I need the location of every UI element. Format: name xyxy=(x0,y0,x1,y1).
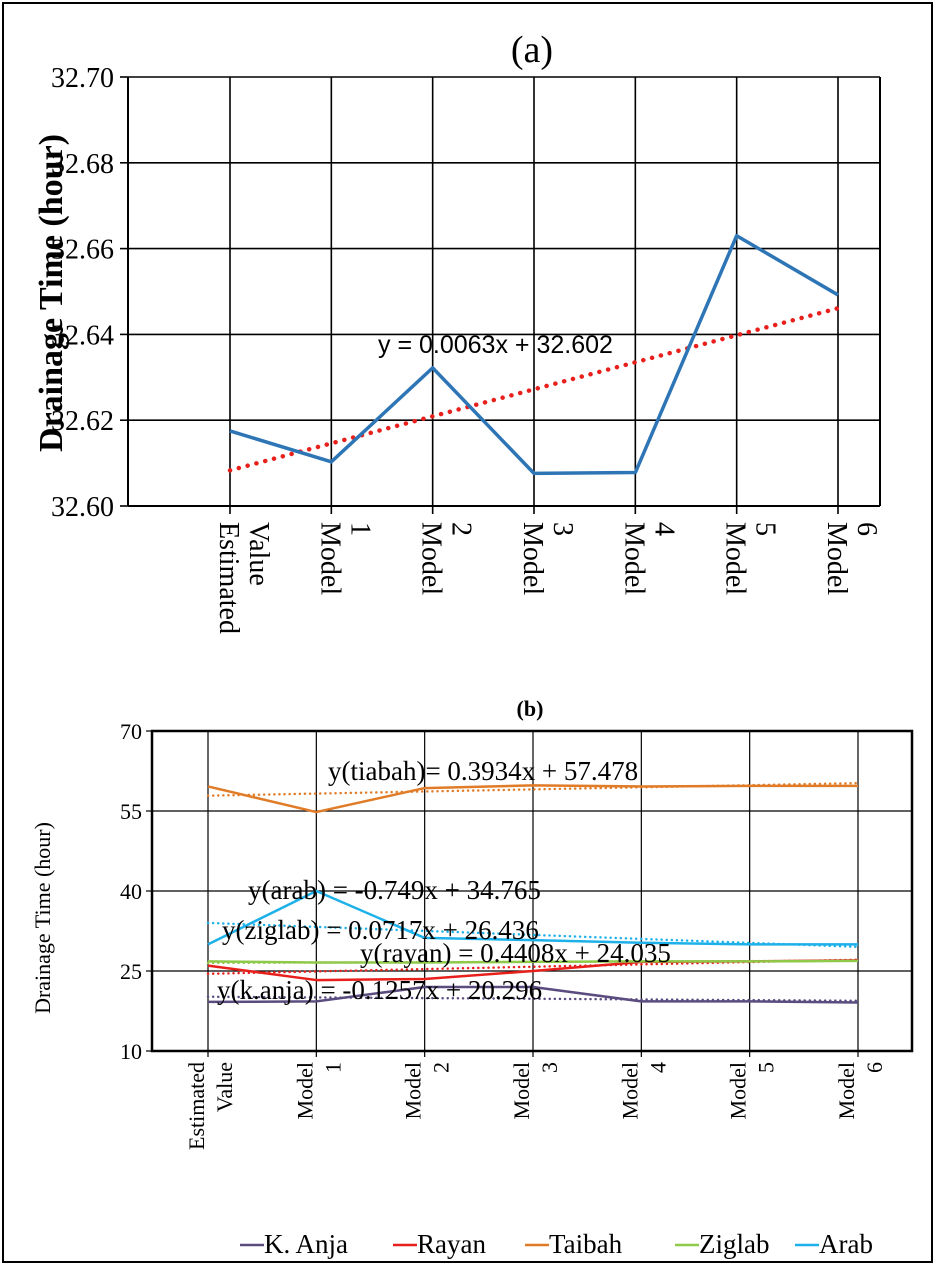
chart-b-x-tick-line: 5 xyxy=(754,1062,779,1073)
chart-a-x-tick-line: 4 xyxy=(648,522,679,536)
chart-b-legend-label: Rayan xyxy=(417,1229,486,1259)
chart-a-x-tick-line: 2 xyxy=(446,522,477,536)
chart-b-x-tick-line: Model xyxy=(834,1062,859,1119)
chart-b-x-tick-label: Model 1 xyxy=(292,1062,345,1119)
chart-b-x-tick-line: Model xyxy=(509,1062,534,1119)
chart-b-x-tick-label: Estimated Value xyxy=(184,1062,237,1150)
chart-a-x-tick-line: Model xyxy=(618,522,649,595)
chart-b-y-ticks: 10 25 40 55 70 xyxy=(120,719,142,1064)
chart-a-x-tick-label: Model 3 xyxy=(517,522,578,595)
chart-a-y-tick-label: 32.60 xyxy=(51,492,114,523)
chart-a-y-ticks: 32.60 32.62 32.64 32.66 32.68 32.70 xyxy=(51,63,114,523)
chart-a-x-ticks: Estimated Value Model 1 Model 2 Model 3 Model 4 Mo… xyxy=(213,522,882,634)
chart-b-x-tick-label: Model 3 xyxy=(509,1062,562,1119)
chart-a-title: (a) xyxy=(511,29,553,71)
chart-a-x-tick-label: Model 1 xyxy=(314,522,375,595)
chart-b-x-tick-line: Value xyxy=(212,1062,237,1112)
chart-b-y-tick-label: 70 xyxy=(120,719,142,744)
chart-b-x-tick-line: 6 xyxy=(862,1062,887,1073)
chart-a-x-tick-line: 1 xyxy=(344,522,375,536)
chart-a-x-tick-line: Model xyxy=(416,522,447,595)
chart-a-y-tick-label: 32.70 xyxy=(51,63,114,94)
chart-a-y-tick-label: 32.66 xyxy=(51,235,114,266)
chart-b-legend: K. Anja Rayan Taibah Ziglab Arab xyxy=(240,1229,873,1259)
chart-b-x-tick-line: Estimated xyxy=(184,1062,209,1150)
chart-a-series xyxy=(227,233,841,476)
chart-b-x-tick-line: 4 xyxy=(645,1062,670,1073)
chart-b-title: (b) xyxy=(517,696,544,721)
chart-a-x-tick-line: 3 xyxy=(547,522,578,536)
chart-b-trendline-equation: y(k.anja) = -0.1257x + 20.296 xyxy=(217,975,542,1005)
chart-a-y-axis-label: Drainage Time (hour) xyxy=(33,134,70,452)
chart-b-y-tick-label: 25 xyxy=(120,959,142,984)
chart-a-x-tick-label: Estimated Value xyxy=(213,522,274,634)
chart-b-trendline xyxy=(206,921,860,949)
chart-a: (a) Drainage Time (hour) 32.60 32.62 32.64… xyxy=(33,29,882,634)
chart-a-x-tick-line: Model xyxy=(517,522,548,595)
chart-b-x-tick-label: Model 6 xyxy=(834,1062,887,1119)
chart-b-x-tick-line: Model xyxy=(617,1062,642,1119)
chart-b-x-tick-label: Model 5 xyxy=(726,1062,779,1119)
chart-a-x-tick-line: 6 xyxy=(851,522,882,536)
chart-b-trendline-equation: y(arab) = -0.749x + 34.765 xyxy=(248,875,541,905)
chart-b-legend-label: Ziglab xyxy=(699,1229,769,1259)
chart-b-x-tick-line: 1 xyxy=(320,1062,345,1073)
chart-a-x-tick-line: Model xyxy=(720,522,751,595)
chart-b-x-tick-line: 2 xyxy=(429,1062,454,1073)
chart-b-trendline-equation: y(rayan) = 0.4408x + 24.035 xyxy=(360,938,671,968)
chart-b-y-axis-label: Drainage Time (hour) xyxy=(30,822,55,1014)
chart-b-plot-border xyxy=(150,729,914,1053)
chart-a-trendline-equation: y = 0.0063x + 32.602 xyxy=(378,331,613,359)
chart-a-y-tick-label: 32.64 xyxy=(51,320,114,351)
chart-a-x-tick-line: Value xyxy=(243,522,274,586)
chart-b-y-tick-label: 10 xyxy=(120,1039,142,1064)
chart-b-y-tick-label: 40 xyxy=(120,879,142,904)
chart-b-x-tick-line: Model xyxy=(401,1062,426,1119)
chart-a-x-tick-line: Model xyxy=(314,522,345,595)
chart-b-trendline-equation: y(tiabah)= 0.3934x + 57.478 xyxy=(328,756,638,786)
chart-b-x-tick-line: Model xyxy=(726,1062,751,1119)
chart-a-gridlines xyxy=(120,76,881,514)
chart-b-trendline-equation: y(ziglab) = 0.0717x + 26.436 xyxy=(222,915,539,945)
chart-b-x-tick-line: Model xyxy=(292,1062,317,1119)
chart-a-x-tick-label: Model 6 xyxy=(821,522,882,595)
chart-a-x-tick-label: Model 5 xyxy=(720,522,781,595)
chart-b-x-ticks: Estimated Value Model 1 Model 2 Model 3 Model 4 Mo… xyxy=(184,1062,887,1150)
chart-b-trendline xyxy=(206,995,860,1003)
chart-a-x-tick-line: 5 xyxy=(750,522,781,536)
chart-b-legend-label: K. Anja xyxy=(264,1229,348,1259)
chart-b-x-tick-label: Model 2 xyxy=(401,1062,454,1119)
chart-a-x-tick-label: Model 2 xyxy=(416,522,477,595)
chart-a-y-tick-label: 32.68 xyxy=(51,149,114,180)
chart-a-x-tick-line: Model xyxy=(821,522,852,595)
chart-b-x-tick-line: 3 xyxy=(537,1062,562,1073)
chart-b-series xyxy=(207,784,859,1004)
chart-b-legend-label: Taibah xyxy=(549,1229,623,1259)
chart-a-x-tick-line: Estimated xyxy=(213,522,244,634)
chart-a-x-tick-label: Model 4 xyxy=(618,522,679,595)
chart-b-trendline-equations: y(k.anja) = -0.1257x + 20.296 y(rayan) = … xyxy=(217,756,671,1005)
chart-b-y-tick-label: 55 xyxy=(120,799,142,824)
chart-b-legend-label: Arab xyxy=(819,1229,873,1259)
chart-a-y-tick-label: 32.62 xyxy=(51,406,114,437)
chart-b-x-tick-label: Model 4 xyxy=(617,1062,670,1119)
